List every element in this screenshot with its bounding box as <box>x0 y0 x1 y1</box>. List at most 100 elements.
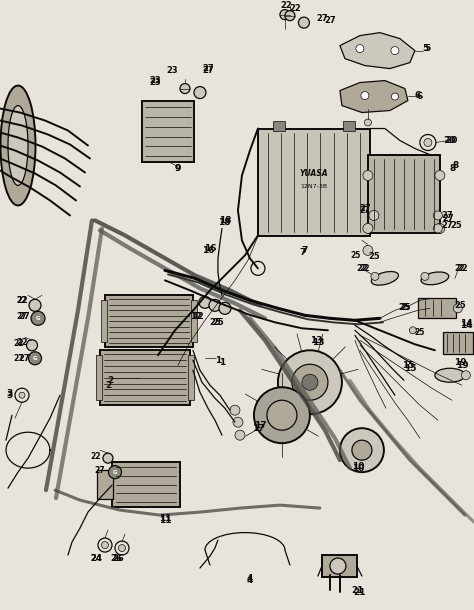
Circle shape <box>424 138 432 146</box>
Circle shape <box>363 245 373 256</box>
Circle shape <box>454 304 463 313</box>
Bar <box>105 295 193 347</box>
Circle shape <box>340 428 384 472</box>
Text: 9: 9 <box>175 164 181 173</box>
Circle shape <box>101 542 109 548</box>
Text: G: G <box>36 316 40 321</box>
Circle shape <box>29 300 41 311</box>
Text: 17: 17 <box>252 424 264 432</box>
Circle shape <box>28 352 42 365</box>
Circle shape <box>363 223 373 234</box>
Circle shape <box>371 272 379 281</box>
Circle shape <box>278 350 342 414</box>
Text: 22: 22 <box>14 339 24 348</box>
Bar <box>368 156 440 234</box>
Polygon shape <box>340 32 415 68</box>
Text: 9: 9 <box>175 164 181 173</box>
Text: 27: 27 <box>316 14 328 23</box>
Text: 23: 23 <box>149 78 161 87</box>
Circle shape <box>433 224 442 233</box>
Circle shape <box>280 10 290 20</box>
Circle shape <box>369 210 379 220</box>
Circle shape <box>19 392 25 398</box>
Circle shape <box>194 87 206 99</box>
Text: 27: 27 <box>17 312 27 321</box>
Text: 15: 15 <box>404 364 416 373</box>
Polygon shape <box>340 81 408 112</box>
Text: 21: 21 <box>352 586 364 595</box>
Text: 20: 20 <box>444 136 456 145</box>
Circle shape <box>118 545 126 551</box>
Bar <box>188 355 194 400</box>
Text: 25: 25 <box>368 252 380 261</box>
Text: 20: 20 <box>446 136 458 145</box>
Text: 13: 13 <box>310 336 322 345</box>
Text: 25: 25 <box>415 328 425 337</box>
Text: 8: 8 <box>453 161 459 170</box>
Circle shape <box>365 119 372 126</box>
Text: YUASA: YUASA <box>300 169 328 178</box>
Text: 27: 27 <box>202 66 214 75</box>
Text: 16: 16 <box>202 246 214 255</box>
Text: 22: 22 <box>289 4 301 13</box>
Text: 4: 4 <box>247 575 253 584</box>
Text: 25: 25 <box>450 221 462 230</box>
Ellipse shape <box>0 85 36 206</box>
Text: 17: 17 <box>254 421 266 429</box>
Text: 23: 23 <box>166 66 178 75</box>
Text: 19: 19 <box>454 357 466 367</box>
Text: 22: 22 <box>455 264 465 273</box>
Text: G: G <box>33 356 37 361</box>
Bar <box>343 121 355 131</box>
Text: 19: 19 <box>456 361 468 370</box>
Text: 27: 27 <box>359 204 371 213</box>
Ellipse shape <box>8 106 28 185</box>
Circle shape <box>219 303 231 314</box>
Circle shape <box>433 211 442 220</box>
Text: 25: 25 <box>212 318 224 327</box>
Circle shape <box>254 387 310 443</box>
Bar <box>443 332 473 354</box>
Bar <box>273 121 285 131</box>
Circle shape <box>410 327 416 334</box>
Text: 27: 27 <box>360 206 370 215</box>
Text: 25: 25 <box>454 301 466 310</box>
Text: 26: 26 <box>110 553 122 562</box>
Text: 22: 22 <box>91 451 101 461</box>
Text: G: G <box>113 470 117 475</box>
Circle shape <box>435 223 445 234</box>
Text: 5: 5 <box>422 44 428 53</box>
Circle shape <box>391 46 399 54</box>
Text: 12: 12 <box>192 312 204 321</box>
Text: 8: 8 <box>450 164 456 173</box>
Text: 27: 27 <box>324 16 336 25</box>
Circle shape <box>330 558 346 574</box>
Text: 27: 27 <box>441 221 453 230</box>
Circle shape <box>27 340 37 351</box>
Text: 12N7-3B: 12N7-3B <box>301 184 328 189</box>
Text: 10: 10 <box>352 464 364 473</box>
Text: 14: 14 <box>460 319 472 328</box>
Text: 22: 22 <box>280 1 292 10</box>
Text: 25: 25 <box>209 318 221 327</box>
Text: 3: 3 <box>7 389 13 398</box>
Text: 22: 22 <box>17 296 27 305</box>
Circle shape <box>299 17 310 28</box>
Text: 3: 3 <box>7 391 13 400</box>
Text: 11: 11 <box>159 515 171 525</box>
Text: 27: 27 <box>442 214 454 223</box>
Text: 1: 1 <box>219 357 225 367</box>
Text: 27: 27 <box>18 312 30 321</box>
Text: 25: 25 <box>351 251 361 260</box>
Text: 13: 13 <box>312 338 324 347</box>
Circle shape <box>461 371 470 380</box>
Ellipse shape <box>421 272 449 285</box>
Bar <box>112 462 180 507</box>
Bar <box>258 129 370 237</box>
Text: 25: 25 <box>398 303 410 312</box>
Text: 12: 12 <box>190 312 202 321</box>
Text: 22: 22 <box>456 264 468 273</box>
Circle shape <box>209 300 221 311</box>
Circle shape <box>199 296 211 308</box>
Circle shape <box>180 84 190 93</box>
